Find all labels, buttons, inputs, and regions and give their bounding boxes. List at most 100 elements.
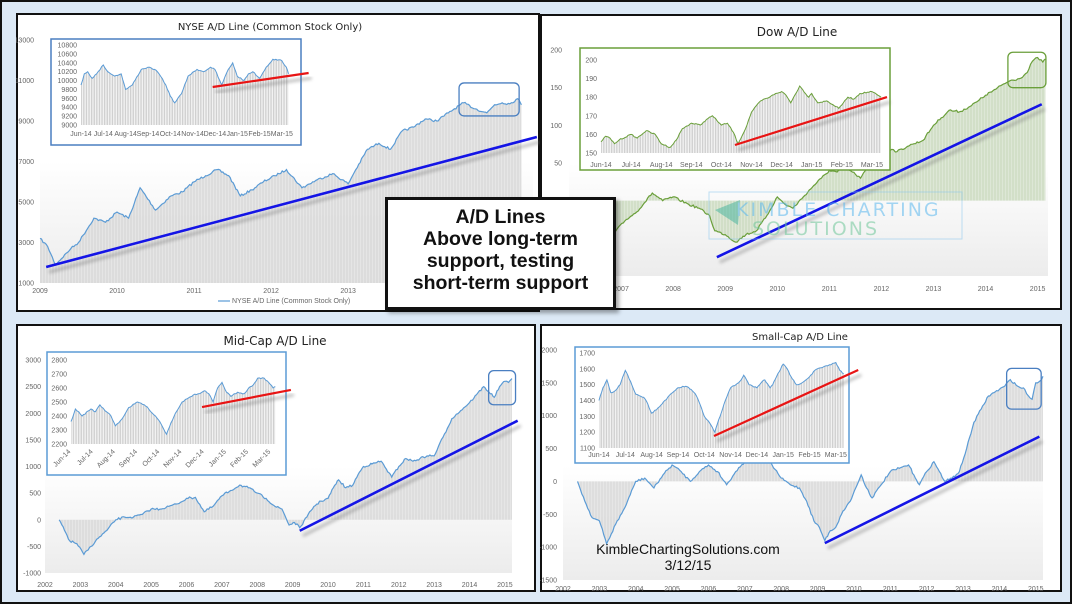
y-tick-label: -1500 (540, 578, 557, 585)
x-tick-label: 2003 (73, 582, 89, 589)
y-tick-label: 1500 (541, 380, 557, 387)
chart-title: Mid-Cap A/D Line (223, 334, 326, 348)
x-tick-label: 2012 (919, 586, 935, 592)
x-tick-label: Jun-14 (588, 452, 610, 459)
dow-ad-line-panel: Dow A/D Line 50 100 150 200 2007 2008 2009 2010 2… (540, 14, 1062, 310)
y-tick-label: -1000 (23, 571, 41, 578)
short-term-support-line (713, 368, 859, 437)
main-chart: -1500 -1000 -500 0 500 1000 1500 2000 2002 2003 20… (540, 348, 1044, 593)
smallcap-chart: Small-Cap A/D Line -1500 -1000 -500 0 500 1000… (540, 332, 1044, 593)
x-tick-label: Sep-14 (680, 162, 703, 169)
y-tick-label: -1000 (540, 545, 557, 552)
highlight-box (1007, 51, 1047, 89)
y-tick-label: 1700 (579, 351, 595, 358)
x-tick-label: Jun-14 (70, 131, 92, 138)
y-tick-label: 10200 (58, 69, 78, 76)
y-tick-label: 3000 (25, 358, 41, 365)
x-tick-label: Sep-14 (137, 131, 160, 138)
x-tick-label: 2012 (874, 286, 890, 293)
y-tick-label: 9800 (61, 87, 77, 94)
x-tick-label: 2005 (143, 582, 159, 589)
series-line (39, 97, 522, 266)
inset-chart: 1100 1200 1300 1400 1500 1600 1700 Jun-14 Jul-14… (574, 346, 850, 464)
x-tick-label: 2007 (737, 586, 753, 592)
inset-chart: 150 160 170 180 190 200 Jun-14 Jul-14 Aug-14 Sep-… (579, 47, 891, 171)
y-tick-label: 10600 (58, 51, 78, 58)
y-tick-label: 13000 (16, 38, 34, 45)
x-tick-label: 2008 (773, 586, 789, 592)
y-tick-label: 2800 (51, 358, 67, 365)
y-tick-label: 160 (585, 132, 597, 139)
y-tick-label: 500 (29, 491, 41, 498)
y-tick-label: 7000 (18, 159, 34, 166)
x-tick-label: Aug-14 (650, 162, 673, 169)
y-tick-label: 2700 (51, 372, 67, 379)
footer-date: 3/12/15 (664, 557, 712, 573)
y-tick-label: 1500 (579, 382, 595, 389)
x-tick-label: 2009 (717, 286, 733, 293)
x-tick-label: Oct-14 (160, 131, 181, 138)
x-tick-label: 2013 (955, 586, 971, 592)
y-tick-label: 2000 (25, 411, 41, 418)
x-tick-label: Oct-14 (694, 452, 715, 459)
x-tick-label: Mar-15 (861, 162, 883, 169)
x-tick-label: Sep-14 (667, 452, 690, 459)
x-tick-label: Feb-15 (248, 131, 270, 138)
highlight-box (458, 82, 520, 117)
trendline-shadow (204, 393, 295, 414)
y-tick-label: 9600 (61, 96, 77, 103)
callout-line: A/D Lines (455, 206, 546, 228)
x-tick-label: 2006 (179, 582, 195, 589)
x-tick-label: Jun-14 (590, 162, 612, 169)
y-tick-label: 50 (554, 161, 562, 168)
main-chart: 50 100 150 200 2007 2008 2009 2010 2011 2012 2013 2… (550, 48, 1048, 293)
x-tick-label: 2011 (356, 582, 371, 589)
y-tick-label: 190 (585, 76, 597, 83)
smallcap-ad-line-panel: Small-Cap A/D Line -1500 -1000 -500 0 500 1000… (540, 324, 1062, 592)
watermark-text: SOLUTIONS (752, 218, 879, 240)
x-tick-label: Nov-14 (719, 452, 742, 459)
trendline-shadow (48, 140, 540, 274)
chart-title: NYSE A/D Line (Common Stock Only) (178, 22, 362, 33)
y-tick-label: 1100 (580, 446, 595, 453)
trendline-shadow (716, 373, 862, 443)
series-line (576, 376, 1044, 546)
callout-box: A/D Lines Above long-term support, testi… (385, 197, 616, 310)
long-term-support-line (299, 419, 519, 532)
y-tick-label: 1000 (18, 281, 34, 288)
y-tick-label: 11000 (16, 78, 34, 85)
y-tick-label: 10000 (58, 78, 78, 85)
highlight-box (1005, 367, 1042, 410)
y-tick-label: 170 (585, 113, 597, 120)
y-tick-label: -500 (27, 544, 41, 551)
x-tick-label: 2009 (810, 586, 826, 592)
y-tick-label: 1200 (579, 430, 595, 437)
callout-line: support, testing (426, 250, 575, 272)
x-tick-label: 2003 (592, 586, 608, 592)
x-tick-label: 2004 (108, 582, 124, 589)
x-tick-label: 2014 (992, 586, 1008, 592)
footer-site: KimbleChartingSolutions.com (596, 541, 780, 557)
x-tick-label: Jul-14 (616, 452, 635, 459)
series-area (601, 86, 881, 153)
y-tick-label: 0 (37, 517, 41, 524)
x-tick-label: Mar-15 (825, 452, 847, 459)
highlight-box (487, 369, 517, 406)
y-tick-label: 9000 (61, 123, 77, 130)
long-term-support-line (45, 135, 538, 269)
x-tick-label: 2009 (32, 288, 48, 295)
series-area (599, 362, 844, 448)
x-tick-label: Nov-14 (740, 162, 763, 169)
y-tick-label: -500 (543, 512, 557, 519)
long-term-support-line (824, 435, 1040, 545)
legend-label: NYSE A/D Line (Common Stock Only) (232, 298, 350, 305)
trendline-shadow (215, 76, 312, 94)
y-tick-label: 10400 (58, 60, 78, 67)
x-tick-label: Jan-15 (773, 452, 795, 459)
dow-chart: Dow A/D Line 50 100 150 200 2007 2008 2009 2010 2… (550, 25, 1048, 293)
series-area-stripes (59, 378, 512, 555)
trendline-shadow (827, 440, 1044, 550)
x-tick-label: 2010 (320, 582, 336, 589)
y-tick-label: 10800 (58, 43, 78, 50)
